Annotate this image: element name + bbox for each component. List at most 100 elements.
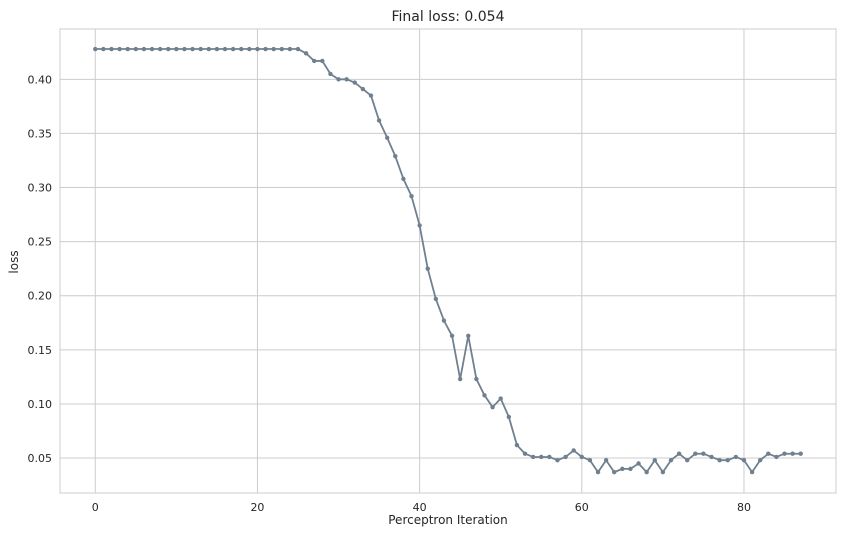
y-tick-label: 0.35 xyxy=(28,127,53,140)
data-point xyxy=(190,46,195,52)
data-point xyxy=(312,58,317,64)
data-point xyxy=(547,454,552,460)
data-point xyxy=(157,46,163,52)
x-tick-label: 40 xyxy=(413,501,427,514)
data-point xyxy=(603,458,609,463)
x-tick-label: 60 xyxy=(575,501,589,514)
data-point xyxy=(466,333,471,338)
data-point xyxy=(384,135,390,140)
data-point xyxy=(749,469,755,475)
data-point xyxy=(709,454,714,460)
y-tick-label: 0.20 xyxy=(28,290,53,303)
data-point xyxy=(612,469,617,475)
data-point xyxy=(368,93,374,98)
data-point xyxy=(174,46,179,52)
data-point xyxy=(287,46,293,52)
x-axis-label: Perceptron Iteration xyxy=(388,513,508,527)
data-point xyxy=(620,466,625,472)
data-point xyxy=(101,46,106,52)
data-point xyxy=(93,46,98,52)
data-point xyxy=(733,454,739,460)
data-point xyxy=(125,46,130,52)
data-point xyxy=(482,393,487,398)
data-point xyxy=(766,451,771,456)
data-point xyxy=(441,318,447,323)
data-point xyxy=(579,454,584,460)
data-point xyxy=(652,458,657,463)
data-point xyxy=(230,46,236,52)
data-point xyxy=(757,458,763,463)
data-point xyxy=(571,448,576,453)
data-point xyxy=(685,458,690,463)
y-tick-label: 0.05 xyxy=(28,452,53,465)
data-point xyxy=(255,46,260,52)
data-point xyxy=(660,469,666,475)
data-point xyxy=(474,376,479,382)
data-point xyxy=(295,46,301,52)
data-point xyxy=(360,86,366,92)
y-tick-label: 0.25 xyxy=(28,236,53,249)
data-point xyxy=(352,80,357,85)
data-point xyxy=(628,466,633,472)
data-point xyxy=(206,46,211,52)
data-point xyxy=(247,46,252,52)
data-point xyxy=(141,46,147,52)
data-point xyxy=(166,46,171,52)
data-point xyxy=(149,46,155,52)
data-point xyxy=(555,458,560,463)
data-point xyxy=(539,454,544,460)
data-point xyxy=(636,461,641,466)
data-point xyxy=(701,451,706,456)
y-axis-label: loss xyxy=(7,250,21,273)
y-tick-label: 0.15 xyxy=(28,344,53,357)
y-tick-label: 0.40 xyxy=(28,73,53,86)
data-point xyxy=(798,451,803,456)
data-point xyxy=(595,469,601,475)
y-axis-ticks: 0.05 0.10 0.15 0.20 0.25 0.30 0.35 0.40 xyxy=(28,73,53,465)
series-line xyxy=(95,48,801,474)
data-point xyxy=(782,451,787,456)
data-point xyxy=(109,46,114,52)
data-point xyxy=(693,451,698,456)
data-point xyxy=(725,458,730,463)
data-point xyxy=(717,458,722,463)
data-point xyxy=(449,333,455,338)
data-point xyxy=(668,458,674,463)
data-point xyxy=(336,77,341,82)
data-point xyxy=(409,193,414,199)
data-point xyxy=(328,71,333,77)
data-point xyxy=(498,396,503,401)
data-point xyxy=(401,176,406,182)
plot-frame xyxy=(59,28,837,494)
x-axis-ticks: 0 20 40 60 80 xyxy=(92,501,751,514)
x-tick-label: 80 xyxy=(737,501,751,514)
chart-title: Final loss: 0.054 xyxy=(391,9,504,25)
data-point xyxy=(563,454,568,460)
data-point xyxy=(490,404,495,410)
data-point xyxy=(741,458,747,463)
data-point xyxy=(790,451,795,456)
data-point xyxy=(303,51,309,56)
data-point xyxy=(222,46,228,52)
data-point xyxy=(279,46,284,52)
data-point xyxy=(644,469,649,475)
data-point xyxy=(457,376,463,382)
data-point xyxy=(433,296,439,302)
data-point xyxy=(263,46,268,52)
data-point xyxy=(530,454,536,460)
grid xyxy=(60,29,836,493)
data-point xyxy=(214,46,220,52)
data-point xyxy=(676,451,682,456)
y-tick-label: 0.10 xyxy=(28,398,53,411)
series-group xyxy=(93,46,803,475)
data-point xyxy=(522,451,528,456)
data-point xyxy=(417,223,422,228)
y-tick-label: 0.30 xyxy=(28,182,53,195)
data-point xyxy=(425,266,430,271)
data-point xyxy=(198,46,203,52)
data-point xyxy=(506,414,512,420)
data-point xyxy=(514,442,520,448)
data-point xyxy=(271,46,276,52)
data-point xyxy=(133,46,139,52)
